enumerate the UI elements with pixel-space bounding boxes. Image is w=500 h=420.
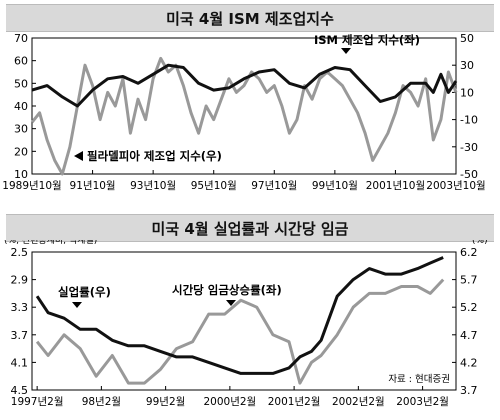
chart1-left-tick-label: 10 [14, 168, 28, 181]
chart2-x-tick-label: 99년2월 [146, 396, 185, 408]
chart1-x-tick-label: 1989년10월 [2, 180, 61, 192]
chart2-x-tick-label: 2003년2월 [396, 396, 449, 408]
chart1-annotation-ism-arrow [341, 48, 351, 54]
chart1-right-tick-label: 30 [460, 59, 474, 72]
chart2-left-tick-label: 3.3 [11, 301, 29, 314]
chart2-left-axis-unit: (%, 전년동계비, 역계열) [4, 240, 97, 246]
chart1-series-ism-line [31, 63, 458, 108]
chart2-title: 미국 4월 실업률과 시간당 임금 [151, 220, 349, 238]
chart1-left-tick-label: 20 [14, 145, 28, 158]
chart2-left-tick-label: 4.5 [11, 384, 29, 397]
chart2-right-axis-unit: (%) [472, 240, 488, 246]
chart1-annotation-ism: ISM 제조업 지수(좌) [314, 33, 420, 47]
chart1-annotation-phila-arrow [74, 151, 83, 161]
chart2-right-tick-label: 4.2 [460, 356, 478, 369]
chart2-left-tick-label: 2.5 [11, 246, 29, 259]
chart2-right-tick-label: 6.2 [460, 246, 478, 259]
chart1-left-tick-label: 50 [14, 77, 28, 90]
chart2-annotation-wage-arrow [226, 300, 236, 306]
chart2-series-wage-line [35, 278, 445, 385]
chart1-left-tick-label: 40 [14, 100, 28, 113]
chart1-x-tick-label: 95년10월 [191, 180, 237, 192]
chart2-annotation-unemployment-arrow [72, 302, 82, 308]
chart2-right-tick-label: 4.7 [460, 329, 478, 342]
chart2-plot: (%, 전년동계비, 역계열) (%) 2.5 2.9 3.3 3.7 4.1 4.5 6.2 5… [4, 240, 488, 408]
chart2-left-tick-label: 3.7 [11, 329, 29, 342]
chart1-x-tick-label: 99년10월 [312, 180, 358, 192]
chart1-x-tick-label: 91년10월 [70, 180, 116, 192]
chart1-series-philadelphia-line [30, 56, 458, 176]
chart2-right-tick-label: 5.7 [460, 274, 478, 287]
chart1-annotation-philadelphia: 필라델피아 제조업 지수(우) [87, 149, 222, 163]
chart2-x-tick-label: 2001년2월 [268, 396, 321, 408]
chart2-x-tick-label: 1997년2월 [11, 396, 64, 408]
chart2-left-tick-label: 4.1 [11, 356, 29, 369]
chart1-plot: 70 60 50 40 30 20 10 50 30 10 -10 -30 -50 1989년10월 91년… [2, 32, 485, 192]
chart2-left-tick-label: 2.9 [11, 274, 29, 287]
chart1-left-tick-label: 60 [14, 55, 28, 68]
chart1-x-tick-label: 2001년10월 [366, 180, 425, 192]
chart2-source: 자료 : 현대증권 [388, 373, 450, 385]
chart2-title-bar: 미국 4월 실업률과 시간당 임금 [6, 214, 494, 242]
chart1-title: 미국 4월 ISM 제조업지수 [166, 10, 334, 28]
chart1-title-bar: 미국 4월 ISM 제조업지수 [6, 4, 494, 32]
chart2-annotation-unemployment: 실업률(우) [58, 285, 111, 299]
chart2-x-tick-label: 2002년2월 [332, 396, 385, 408]
chart2-right-tick-label: 5.2 [460, 301, 478, 314]
chart2-series-unemployment-line [35, 256, 444, 375]
chart1-x-tick-label: 93년10월 [130, 180, 176, 192]
chart2-x-tick-label: 98년2월 [82, 396, 121, 408]
chart1-x-tick-label: 2003년10월 [426, 180, 485, 192]
chart1-x-tick-label: 97년10월 [251, 180, 297, 192]
chart1-right-tick-label: -30 [460, 141, 478, 154]
chart2-right-tick-label: 3.7 [460, 384, 478, 397]
chart2-frame [31, 251, 457, 391]
chart2-annotation-wage: 시간당 임금상승률(좌) [172, 283, 282, 297]
chart1-left-tick-label: 70 [14, 32, 28, 45]
chart2-x-tick-label: 2000년2월 [203, 396, 256, 408]
chart1-right-tick-label: -10 [460, 114, 478, 127]
chart1-right-tick-label: 10 [460, 86, 474, 99]
chart1-right-tick-label: 50 [460, 32, 474, 45]
chart1-right-tick-label: -50 [460, 168, 478, 181]
chart1-left-tick-label: 30 [14, 123, 28, 136]
